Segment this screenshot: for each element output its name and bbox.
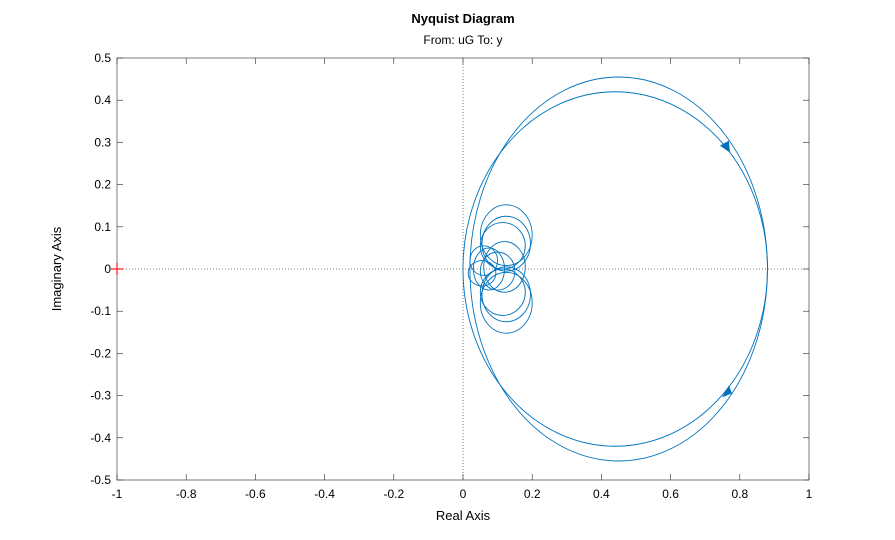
y-tick-label: -0.5: [90, 473, 111, 487]
x-tick-label: -1: [112, 487, 123, 501]
x-tick-label: -0.6: [245, 487, 266, 501]
y-tick-label: -0.2: [90, 346, 111, 360]
x-tick-label: 0.8: [731, 487, 748, 501]
x-tick-label: -0.4: [314, 487, 335, 501]
nyquist-curve-loop: [469, 76, 768, 462]
direction-arrow: [721, 385, 732, 398]
x-tick-label: 0.6: [662, 487, 679, 501]
nyquist-curve-loop: [467, 260, 497, 287]
y-tick-label: 0.5: [94, 51, 111, 65]
y-tick-label: 0.4: [94, 93, 111, 107]
x-tick-label: -0.2: [383, 487, 404, 501]
y-tick-label: 0: [104, 262, 111, 276]
x-axis-label: Real Axis: [436, 508, 491, 523]
nyquist-curve-loop: [481, 215, 531, 272]
x-tick-label: 1: [806, 487, 813, 501]
y-axis-label: Imaginary Axis: [49, 226, 64, 311]
plot-area: -1 -0.8 -0.6 -0.4 -0.2 0 0.2 0.4 0.6 0.8 1 -0.5 -0.4…: [90, 51, 812, 501]
x-tick-label: 0.4: [593, 487, 610, 501]
x-tick-label: 0: [460, 487, 467, 501]
nyquist-curve-loop: [481, 266, 531, 323]
nyquist-curve-loop: [479, 271, 533, 334]
nyquist-curve-loop: [479, 204, 533, 267]
nyquist-curve-loop: [479, 268, 526, 316]
nyquist-curve-loop: [472, 247, 505, 291]
y-tick-label: 0.1: [94, 220, 111, 234]
y-tick-label: 0.3: [94, 135, 111, 149]
chart-subtitle: From: uG To: y: [423, 33, 502, 47]
nyquist-curve-loop: [479, 251, 516, 291]
y-tick-label: -0.3: [90, 389, 111, 403]
nyquist-curve-loop: [469, 245, 499, 276]
y-tick-label: -0.1: [90, 304, 111, 318]
x-tick-label: 0.2: [524, 487, 541, 501]
y-tick-label: -0.4: [90, 431, 111, 445]
x-tick-label: -0.8: [176, 487, 197, 501]
nyquist-curve-loop: [483, 241, 526, 293]
y-tick-label: 0.2: [94, 178, 111, 192]
chart-title: Nyquist Diagram: [411, 11, 514, 26]
direction-arrow: [719, 140, 730, 153]
